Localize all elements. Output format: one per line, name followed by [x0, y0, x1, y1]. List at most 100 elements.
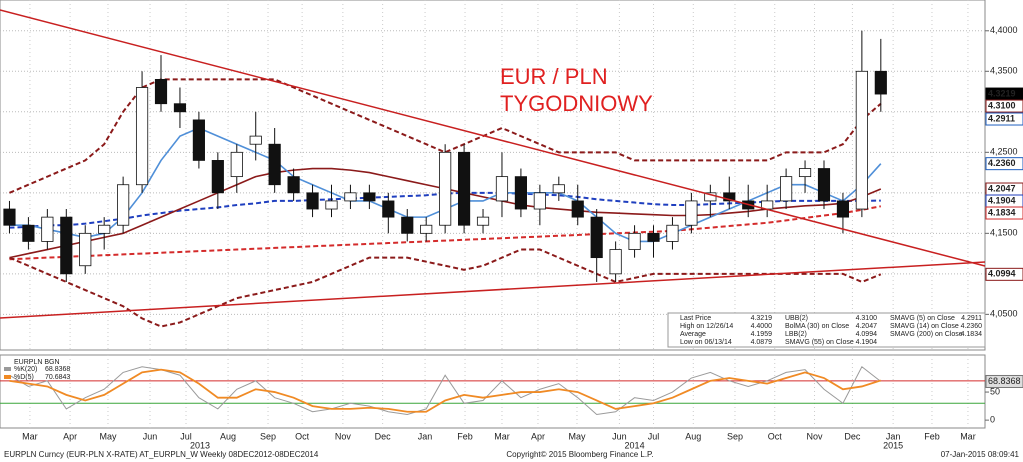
candle-body: [533, 192, 546, 210]
legend-value: 4.1904: [856, 339, 878, 346]
candle-body: [609, 249, 622, 275]
x-tick-label: Jan: [418, 431, 433, 441]
price-label: 4.2911: [988, 113, 1015, 123]
x-tick-label: Sep: [260, 431, 276, 441]
y-tick-label: 4,1500: [990, 228, 1018, 238]
legend-swatch: [4, 375, 11, 379]
legend-box: [667, 312, 986, 348]
y-tick-label: 4,2500: [990, 147, 1018, 157]
candle-body: [79, 232, 92, 267]
legend-value: 4.3100: [856, 315, 878, 322]
legend-value: 4.0879: [751, 339, 773, 346]
labels: 4,40004,35004,30004,25004,20004,15004,10…: [4, 25, 1023, 450]
candle-body: [647, 232, 660, 242]
candle-body: [628, 232, 641, 250]
legend-label: UBB(2): [785, 315, 808, 322]
x-tick-label: Apr: [63, 431, 77, 441]
candle-body: [798, 168, 812, 178]
candle-body: [117, 184, 130, 226]
x-tick-label: Nov: [807, 431, 824, 441]
candle-body: [571, 200, 584, 218]
price-label-box: [985, 157, 1023, 171]
legend-label: SMAVG (14) on Close: [890, 323, 959, 330]
candle-body: [495, 176, 509, 202]
grid: [0, 0, 989, 428]
candle-body: [268, 143, 281, 186]
candle-body: [401, 216, 414, 234]
legend-value: 4.2911: [961, 315, 982, 322]
x-tick-label: Mar: [960, 431, 976, 441]
legend-label: SMAVG (55) on Close: [785, 339, 854, 346]
candle-body: [590, 216, 603, 259]
price-label: 4.3219: [988, 88, 1016, 98]
candle-body: [552, 184, 565, 194]
x-tick-label: Jan: [886, 431, 901, 441]
year-label: 2014: [625, 440, 645, 450]
footer: Copyright© 2015 Bloomberg Finance L.P.: [506, 450, 653, 459]
y-tick-label: 4,0500: [990, 309, 1018, 319]
price-label-box: [985, 99, 1023, 113]
legend-value: 4.1834: [961, 331, 983, 338]
x-tick-label: Dec: [375, 431, 392, 441]
x-tick-label: Oct: [768, 431, 783, 441]
legend-label: %K(20): [14, 366, 37, 373]
y-tick-label: 0: [990, 415, 995, 425]
candle-body: [249, 135, 262, 145]
y-tick-label: 50: [990, 386, 1000, 396]
legend-value: 4.1959: [751, 331, 773, 338]
candle-body: [344, 192, 357, 202]
x-tick-label: Aug: [685, 431, 701, 441]
x-tick-label: Dec: [844, 431, 861, 441]
price-label: 4.0994: [988, 269, 1016, 279]
x-tick-label: Aug: [220, 431, 236, 441]
candle-body: [836, 200, 850, 218]
legend-label: SMAVG (200) on Close: [890, 331, 963, 338]
candle-body: [382, 200, 395, 218]
lower-panel: [0, 354, 986, 429]
price-label-box: [985, 374, 1023, 388]
candle-body: [287, 176, 300, 194]
candle-body: [325, 200, 338, 210]
x-tick-label: Jul: [648, 431, 660, 441]
legend-value: 4.0994: [856, 331, 878, 338]
x-tick-label: Mar: [494, 431, 510, 441]
candle-body: [154, 78, 168, 105]
year-label: 2015: [883, 440, 903, 450]
candle-body: [211, 160, 224, 194]
year-label: 2013: [190, 440, 210, 450]
legend: Last Price 4.3219 High on 12/26/14 4.4000 Av…: [680, 315, 982, 346]
trend-line: [0, 261, 986, 319]
legend-label: %D(5): [14, 374, 34, 381]
x-tick-label: May: [568, 431, 586, 441]
legend-value: 70.6843: [45, 374, 70, 381]
candle-body: [704, 192, 717, 202]
legend-label: High on 12/26/14: [680, 323, 733, 330]
x-tick-label: May: [99, 431, 117, 441]
candle-body: [41, 216, 54, 242]
price-label: 68.8368: [988, 376, 1021, 386]
price-label: 4.3100: [988, 100, 1016, 110]
x-tick-label: Jul: [180, 431, 192, 441]
legend-label: Low on 06/13/14: [680, 339, 732, 346]
footer: EURPLN Curncy (EUR-PLN X-RATE) AT_EURPLN…: [4, 450, 319, 459]
legend-value: 4.2047: [856, 323, 878, 330]
candle-body: [135, 87, 149, 186]
legend-value: 4.2360: [961, 323, 983, 330]
candle-body: [685, 200, 698, 226]
legend-value: 4.3219: [751, 315, 773, 322]
price-label-box: [985, 206, 1023, 220]
price-label: 4.2360: [988, 158, 1016, 168]
candle-body: [514, 176, 527, 210]
candle-body: [3, 208, 16, 226]
price-label-box: [985, 112, 1023, 126]
indicator-line: [9, 368, 882, 413]
series-line: [9, 191, 881, 229]
price-label: 4.1904: [988, 195, 1016, 205]
x-tick-label: Feb: [457, 431, 473, 441]
candle-body: [476, 216, 490, 226]
candle-body: [60, 216, 73, 275]
annotation: TYGODNIOWY: [500, 91, 653, 116]
legend-label: Average: [680, 331, 706, 338]
marks: [3, 30, 887, 416]
x-tick-label: Jun: [612, 431, 627, 441]
